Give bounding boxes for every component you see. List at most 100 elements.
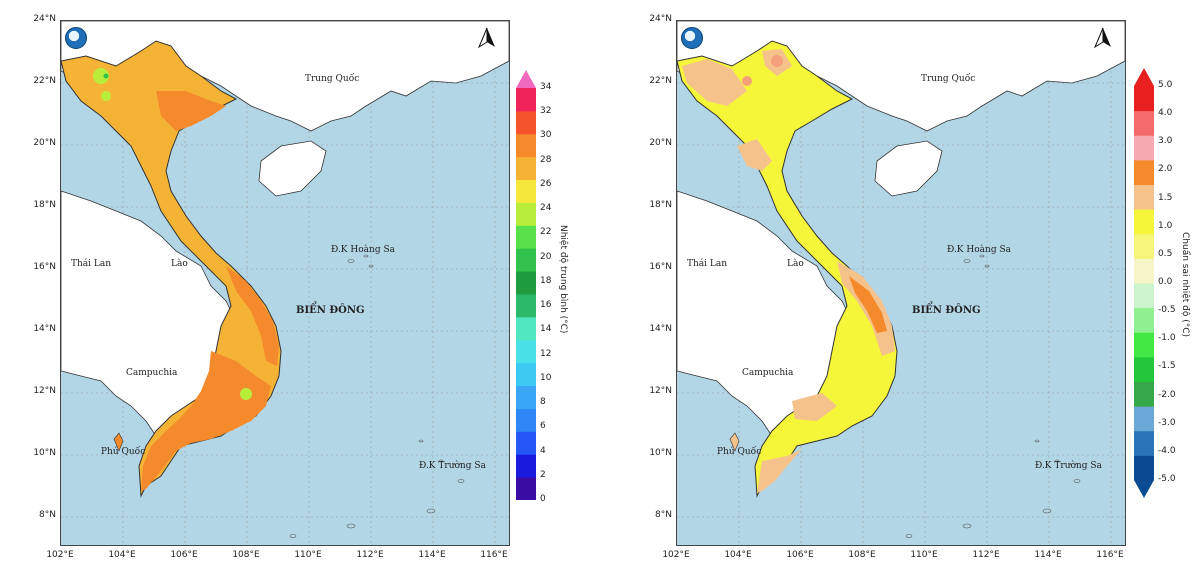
lat-label: 18°N (33, 200, 56, 210)
lon-label: 102°E (46, 550, 74, 560)
colorbar-tick-label: 1.5 (1158, 192, 1173, 203)
colorbar-segment (1134, 233, 1154, 259)
colorbar-segment (1134, 406, 1154, 432)
label-hoang-sa: Đ.K Hoàng Sa (947, 245, 1011, 255)
temperature-colorbar (516, 70, 536, 501)
colorbar-segment (516, 339, 536, 364)
colorbar-tick-label: 16 (540, 300, 552, 311)
colorbar-segment (1134, 381, 1154, 407)
temperature-colorbar-title: Nhiệt độ trung bình (°C) (558, 225, 568, 334)
lat-label: 20°N (33, 138, 56, 148)
colorbar-tick-label: 0.0 (1158, 277, 1173, 287)
label-thailand: Thái Lan (71, 259, 112, 269)
colorbar-segment (1134, 159, 1154, 185)
colorbar-segment (1134, 307, 1154, 333)
lat-label: 12°N (33, 386, 56, 396)
colorbar-segment (1134, 110, 1154, 136)
label-laos: Lào (171, 259, 188, 269)
vietnam-warm-zone-south (141, 351, 271, 491)
temperature-colorbar-scale (516, 70, 536, 501)
cool-spot-3 (240, 388, 252, 400)
colorbar-segment (516, 454, 536, 478)
colorbar-bottom-arrow (1134, 480, 1154, 498)
colorbar-tick-label: -1.0 (1158, 333, 1176, 344)
label-phu-quoc: Phú Quốc (717, 447, 762, 457)
lon-label: 108°E (848, 550, 876, 560)
lon-label: 116°E (480, 550, 508, 560)
colorbar-tick-label: 2.0 (1158, 164, 1173, 175)
colorbar-segment (516, 179, 536, 203)
anomaly-colorbar (1134, 68, 1154, 498)
anomaly-zone-south (792, 393, 837, 421)
lat-label: 8°N (39, 510, 56, 520)
colorbar-segment (516, 316, 536, 341)
lon-label: 110°E (294, 550, 322, 560)
colorbar-segment (516, 133, 536, 158)
colorbar-segment (1134, 283, 1154, 309)
label-china: Trung Quốc (921, 74, 976, 84)
lon-label: 108°E (232, 550, 260, 560)
colorbar-segment (1134, 455, 1154, 481)
lon-label: 112°E (972, 550, 1000, 560)
lat-label: 8°N (655, 510, 672, 520)
colorbar-tick-label: -1.5 (1158, 361, 1176, 372)
colorbar-top-arrow (516, 70, 536, 88)
colorbar-tick-label: 28 (540, 154, 552, 165)
lat-label: 22°N (33, 76, 56, 86)
colorbar-tick-label: -3.0 (1158, 417, 1176, 428)
lat-label: 22°N (649, 76, 672, 86)
lat-label: 10°N (649, 448, 672, 458)
logo-icon (681, 27, 703, 49)
cool-spot-1 (93, 68, 109, 84)
lat-label: 20°N (649, 138, 672, 148)
colorbar-segment (516, 271, 536, 295)
colorbar-segment (1134, 184, 1154, 210)
lon-label: 112°E (356, 550, 384, 560)
colorbar-segment (1134, 430, 1154, 456)
anomaly-zone-northwest (682, 59, 747, 106)
label-cambodia: Campuchia (126, 368, 178, 378)
label-china: Trung Quốc (305, 74, 360, 84)
label-truong-sa: Đ.K Trường Sa (419, 461, 486, 471)
colorbar-segment (1134, 258, 1154, 284)
cool-spot-2 (101, 91, 111, 101)
colorbar-tick-label: 20 (540, 251, 552, 262)
colorbar-segment (1134, 86, 1154, 112)
anomaly-zone-mekong (757, 449, 802, 493)
lat-label: 12°N (649, 386, 672, 396)
colorbar-top-arrow (1134, 68, 1154, 86)
colorbar-tick-label: 24 (540, 203, 552, 214)
label-east-sea: BIỂN ĐÔNG (296, 305, 365, 316)
lat-label: 10°N (33, 448, 56, 458)
anomaly-colorbar-scale (1134, 68, 1154, 498)
colorbar-segment (516, 385, 536, 409)
colorbar-segment (1134, 356, 1154, 382)
colorbar-tick-label: 5.0 (1158, 80, 1173, 90)
hainan-island (258, 140, 327, 197)
hainan-island (874, 140, 943, 197)
colorbar-segment (1134, 209, 1154, 235)
paracel-islands (963, 254, 990, 268)
colorbar-tick-label: 34 (540, 82, 552, 92)
colorbar-tick-label: 1.0 (1158, 220, 1173, 231)
colorbar-tick-label: 0.5 (1158, 248, 1173, 259)
anomaly-panel: Trung Quốc Thái Lan Lào Campuchia BIỂN Đ… (600, 0, 1200, 571)
lon-label: 110°E (910, 550, 938, 560)
colorbar-tick-label: -2.0 (1158, 389, 1176, 400)
lon-label: 104°E (724, 550, 752, 560)
temperature-map: Trung Quốc Thái Lan Lào Campuchia BIỂN Đ… (60, 20, 510, 546)
phu-quoc-island (729, 432, 740, 452)
colorbar-tick-label: 4.0 (1158, 108, 1173, 119)
colorbar-segment (516, 88, 536, 112)
colorbar-segment (1134, 332, 1154, 358)
north-arrow-icon (1093, 27, 1111, 49)
colorbar-tick-label: 18 (540, 275, 552, 286)
lon-label: 114°E (1034, 550, 1062, 560)
lon-label: 102°E (662, 550, 690, 560)
lon-label: 106°E (786, 550, 814, 560)
label-hoang-sa: Đ.K Hoàng Sa (331, 245, 395, 255)
spratly-islands (905, 439, 1081, 538)
colorbar-segment (516, 110, 536, 135)
lon-label: 116°E (1096, 550, 1124, 560)
lon-label: 106°E (170, 550, 198, 560)
